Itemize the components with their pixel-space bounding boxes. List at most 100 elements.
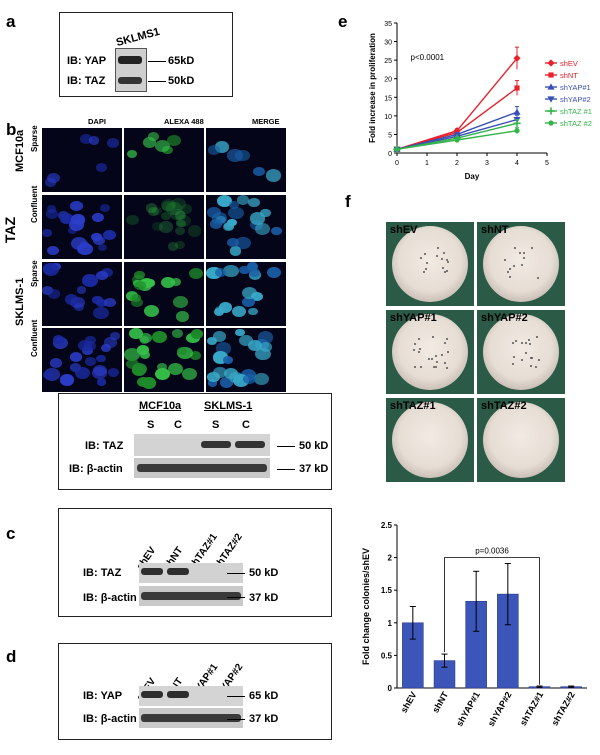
legend-label: shTAZ #1 [560,107,592,116]
colony-dot [536,335,539,338]
cell-nucleus [239,265,251,275]
cell-nucleus [188,267,204,280]
micrograph-tile [124,195,204,259]
p-value-annotation: p<0.0001 [411,53,445,62]
colony-plate: shYAP#2 [477,310,565,394]
y-tick-label: 20 [384,77,392,84]
panel-label-d: d [6,647,17,666]
cell-nucleus [242,296,255,307]
cell-nucleus [235,149,251,162]
cell-nucleus [238,334,254,347]
cell-nucleus [218,301,233,313]
cell-nucleus [167,242,179,251]
blot-c-kd: 37 kD [249,592,279,604]
colony-dot [443,342,446,345]
cell-nucleus [171,329,184,339]
cell-nucleus [128,328,143,340]
data-point [547,96,555,103]
colony-dot [420,365,423,368]
plate-label: shYAP#2 [481,312,528,324]
blot-b-kd: 37 kD [299,463,329,475]
cell-nucleus [155,368,171,381]
group-label-mcf10a: MCF10a [14,129,26,172]
colony-plate: shTAZ#2 [477,398,565,482]
y-tick-label: 2 [388,554,393,563]
cell-nucleus [166,202,183,216]
cell-nucleus [249,268,260,277]
y-tick-label: 10 [384,114,392,121]
significance-bracket [444,557,540,685]
cell-nucleus [106,137,119,148]
y-tick-label: 0.5 [381,651,393,660]
cell-nucleus [42,228,53,237]
blot-b-row-label: IB: TAZ [85,440,124,452]
blot-b-kd: 50 kD [299,440,329,452]
colony-dot [414,366,417,369]
colony-dot [435,254,438,257]
blot-b: MCF10a SKLMS-1 S C S C IB: TAZ IB: β-act… [58,393,332,490]
x-tick-label: 1 [425,160,429,167]
cell-nucleus [265,169,282,183]
colony-dot [427,357,430,360]
cell-nucleus [134,271,145,280]
column-header: MERGE [252,117,280,126]
colony-dot [441,354,444,357]
panel-label-c: c [6,524,16,543]
blot-b-group: SKLMS-1 [204,400,253,412]
data-point [394,146,400,152]
cell-nucleus [143,304,160,318]
cell-nucleus [176,346,187,355]
cell-nucleus [93,235,105,246]
column-header: DAPI [88,117,106,126]
cell-nucleus [42,285,53,295]
cell-nucleus [45,178,56,187]
plate-label: shTAZ#1 [390,400,436,412]
cell-nucleus [134,280,146,291]
colony-dot [436,361,439,364]
cell-nucleus [47,245,60,256]
cell-nucleus [68,219,85,232]
y-tick-label: 1 [388,619,393,628]
cell-nucleus [157,363,168,372]
cell-nucleus [227,237,240,248]
colony-dot [431,335,434,338]
cell-nucleus [224,368,238,380]
colony-dot [503,258,506,261]
y-axis-label: Fold increase in proliferation [368,33,377,143]
cell-nucleus [96,378,107,386]
cell-nucleus [168,363,184,376]
cell-nucleus [78,339,92,351]
x-tick-label: 0 [395,160,399,167]
cell-nucleus [131,364,146,376]
colony-dot [423,270,426,273]
cell-nucleus [214,141,229,153]
blot-a: SKLMS1 IB: YAP IB: TAZ 65kD 50kD [59,12,233,97]
petri-dish [483,226,559,302]
blot-a-row-label: IB: TAZ [67,75,106,87]
cell-nucleus [145,203,158,213]
cell-nucleus [171,277,182,287]
petri-dish [483,402,559,478]
cell-nucleus [92,212,105,223]
cell-nucleus [271,226,283,236]
blot-b-group: MCF10a [139,400,182,412]
cell-nucleus [172,295,188,308]
data-point [513,108,521,115]
cell-nucleus [211,212,228,225]
petri-dish [483,314,559,390]
colony-dot [430,357,433,360]
cell-nucleus [139,350,151,360]
colony-dot [514,340,517,343]
y-tick-label: 5 [388,132,392,139]
cell-nucleus [229,246,242,256]
lane-label: S [212,419,220,431]
cell-nucleus [235,328,246,337]
micrograph-tile [124,328,204,392]
cell-nucleus [154,139,170,152]
y-tick-label: 2.5 [381,521,393,530]
micrograph-tile [206,328,286,392]
cell-nucleus [229,201,240,210]
proliferation-line-chart: 0 5 10 15 20 25 30 35 0 1 2 3 4 5 Day Fold increase in … [368,21,592,181]
cell-nucleus [48,289,60,299]
legend-label: shEV [560,59,578,68]
